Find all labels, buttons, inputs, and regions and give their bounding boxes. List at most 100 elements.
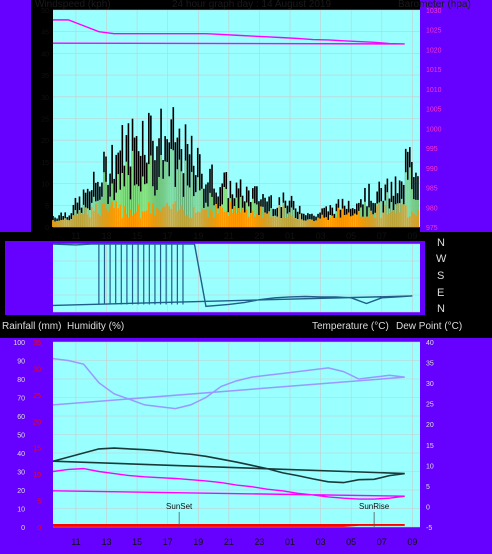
temp-xtick-09: 09 xyxy=(407,537,417,547)
baro-ytick-990: 990 xyxy=(426,166,438,173)
temp-ytick-20: 20 xyxy=(426,422,434,429)
temp-ytick-30: 30 xyxy=(426,381,434,388)
compass-s: S xyxy=(437,270,445,282)
wind-ytick-15: 15 xyxy=(41,160,49,167)
sunrise-label: SunRise xyxy=(359,502,390,511)
baro-ytick-1010: 1010 xyxy=(426,87,442,94)
sunset-label: SunSet xyxy=(166,502,193,511)
humidity-ytick-90: 90 xyxy=(17,359,25,366)
dewpoint-line xyxy=(52,467,405,500)
baro-ytick-980: 980 xyxy=(426,205,438,212)
graph-title: 24 hour graph day : 14 August 2019 xyxy=(172,0,332,10)
humidity-ytick-80: 80 xyxy=(17,377,25,384)
wind-xtick-07: 07 xyxy=(377,231,387,241)
temp-ytick-15: 15 xyxy=(426,443,434,450)
humidity-ytick-30: 30 xyxy=(17,470,25,477)
wind-ytick-20: 20 xyxy=(41,138,49,145)
rain-ytick-0: 0 xyxy=(37,525,41,532)
rain-ytick-35: 35 xyxy=(33,340,41,347)
temperature-line xyxy=(52,447,405,484)
humidity-ytick-20: 20 xyxy=(17,488,25,495)
temp-xtick-17: 17 xyxy=(163,537,173,547)
baro-ytick-1030: 1030 xyxy=(426,8,442,15)
wind-xtick-23: 23 xyxy=(254,231,264,241)
temp-xtick-03: 03 xyxy=(316,537,326,547)
temperature-label: Temperature (°C) xyxy=(312,321,389,332)
rain-ytick-10: 10 xyxy=(33,472,41,479)
wind-xtick-15: 15 xyxy=(132,231,142,241)
baro-ytick-1020: 1020 xyxy=(426,47,442,54)
wind-xtick-17: 17 xyxy=(163,231,173,241)
temp-xtick-11: 11 xyxy=(71,537,80,547)
rain-ytick-5: 5 xyxy=(37,499,41,506)
wind-xtick-13: 13 xyxy=(102,231,112,241)
temp-xtick-13: 13 xyxy=(102,537,112,547)
windspeed-label: Windspeed (kph) xyxy=(35,0,111,10)
rain-ytick-30: 30 xyxy=(33,366,41,373)
temp-xtick-21: 21 xyxy=(224,537,234,547)
wind-ytick-40: 40 xyxy=(41,51,49,58)
wind-ytick-50: 50 xyxy=(41,8,49,15)
compass-w: W xyxy=(436,253,447,265)
compass-e: E xyxy=(437,287,445,299)
wind-xtick-11: 11 xyxy=(71,231,80,241)
temp-ytick-0: 0 xyxy=(426,504,430,511)
wind-xtick-01: 01 xyxy=(285,231,295,241)
baro-ytick-1025: 1025 xyxy=(426,28,442,35)
dewpoint-label: Dew Point (°C) xyxy=(396,321,463,332)
humidity-line xyxy=(52,357,405,410)
humidity-ytick-100: 100 xyxy=(13,340,25,347)
humidity-ytick-70: 70 xyxy=(17,396,25,403)
rainfall-line xyxy=(53,524,405,527)
baro-ytick-1015: 1015 xyxy=(426,67,442,74)
wind-ytick-0: 0 xyxy=(45,225,49,232)
humidity-ytick-40: 40 xyxy=(17,451,25,458)
wind-ytick-5: 5 xyxy=(45,203,49,210)
wind-direction-swings xyxy=(98,244,184,305)
rain-ytick-25: 25 xyxy=(33,393,41,400)
wind-ytick-35: 35 xyxy=(41,73,49,80)
temp-ytick-10: 10 xyxy=(426,463,434,470)
barometer-line xyxy=(52,19,405,45)
temp-ytick-5: 5 xyxy=(426,484,430,491)
humidity-ytick-50: 50 xyxy=(17,433,25,440)
temp-ytick-35: 35 xyxy=(426,361,434,368)
baro-ytick-1005: 1005 xyxy=(426,107,442,114)
top-panel-frame xyxy=(0,0,31,232)
baro-ytick-1000: 1000 xyxy=(426,126,442,133)
wind-minimum-series xyxy=(52,201,419,227)
wind-xtick-21: 21 xyxy=(224,231,234,241)
temp-xtick-07: 07 xyxy=(377,537,387,547)
wind-xtick-19: 19 xyxy=(193,231,203,241)
temp-xtick-23: 23 xyxy=(254,537,264,547)
temp-ytick-40: 40 xyxy=(426,340,434,347)
barometer-label: Barometer (hpa) xyxy=(398,0,471,10)
compass-n-top: N xyxy=(437,237,445,249)
rain-ytick-15: 15 xyxy=(33,446,41,453)
baro-ytick-975: 975 xyxy=(426,225,438,232)
humidity-ytick-60: 60 xyxy=(17,414,25,421)
temp-xtick-05: 05 xyxy=(346,537,356,547)
wind-ytick-45: 45 xyxy=(41,30,49,37)
top-panel-right-frame xyxy=(420,0,492,232)
compass-n-bottom: N xyxy=(437,303,445,315)
temp-xtick-01: 01 xyxy=(285,537,295,547)
temp-xtick-15: 15 xyxy=(132,537,142,547)
rain-ytick-20: 20 xyxy=(33,419,41,426)
wind-xtick-09: 09 xyxy=(407,231,417,241)
wind-xtick-03: 03 xyxy=(316,231,326,241)
wind-ytick-10: 10 xyxy=(41,182,49,189)
baro-ytick-995: 995 xyxy=(426,146,438,153)
temp-ytick-25: 25 xyxy=(426,402,434,409)
humidity-ytick-10: 10 xyxy=(17,507,25,514)
rainfall-label: Rainfall (mm) xyxy=(2,321,62,332)
wind-xtick-05: 05 xyxy=(346,231,356,241)
temp-xtick-19: 19 xyxy=(193,537,203,547)
wind-ytick-25: 25 xyxy=(41,117,49,124)
wind-ytick-30: 30 xyxy=(41,95,49,102)
baro-ytick-985: 985 xyxy=(426,186,438,193)
humidity-label: Humidity (%) xyxy=(67,321,125,332)
humidity-ytick-0: 0 xyxy=(21,525,25,532)
temp-ytick--5: -5 xyxy=(426,525,432,532)
